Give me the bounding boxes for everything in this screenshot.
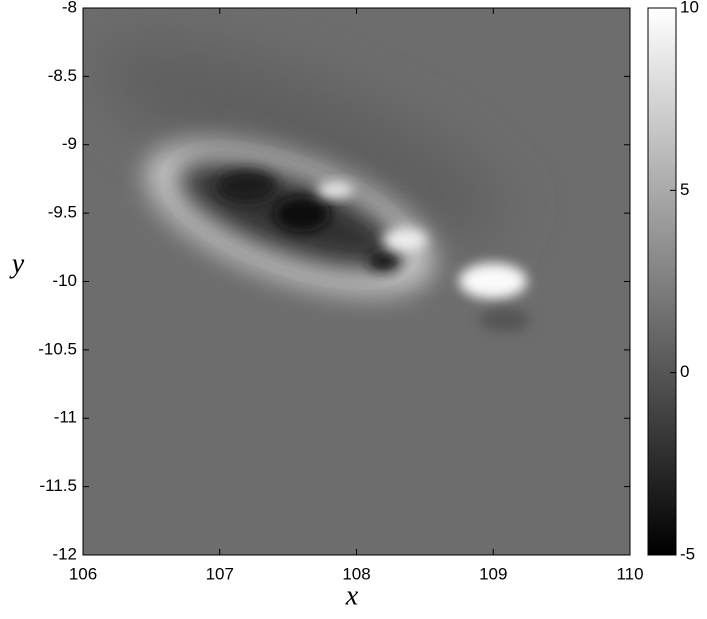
x-tick-label: 108 [342,564,370,583]
field-shadow [480,308,530,332]
field-spot [274,196,330,232]
field-spot [217,170,277,202]
colorbar-tick-label: 10 [680,0,699,16]
y-tick-label: -10 [52,271,77,290]
x-tick-label: 110 [616,564,643,583]
y-tick-label: -11.5 [40,476,78,495]
x-tick-label: 106 [69,564,97,583]
field [94,40,530,332]
field-spot [383,228,427,252]
field-spot [368,251,400,271]
y-tick-label: -10.5 [38,339,77,358]
y-tick-label: -9.5 [48,203,77,222]
field-bright [459,263,527,299]
x-tick-label: 109 [479,564,507,583]
y-tick-label: -8.5 [48,66,77,85]
x-axis-label: x [345,580,359,611]
colorbar-tick-label: -5 [680,544,695,563]
y-tick-label: -12 [52,544,77,563]
y-axis-label: y [9,248,25,279]
colorbar [647,7,677,556]
field-shade [94,40,506,240]
field-spot [317,182,353,198]
colorbar-tick-label: 0 [680,362,689,381]
y-tick-label: -9 [62,134,77,153]
y-tick-label: -11 [54,408,77,427]
colorbar-tick-label: 5 [680,180,689,199]
y-tick-label: -8 [62,0,77,16]
x-tick-label: 107 [206,564,234,583]
